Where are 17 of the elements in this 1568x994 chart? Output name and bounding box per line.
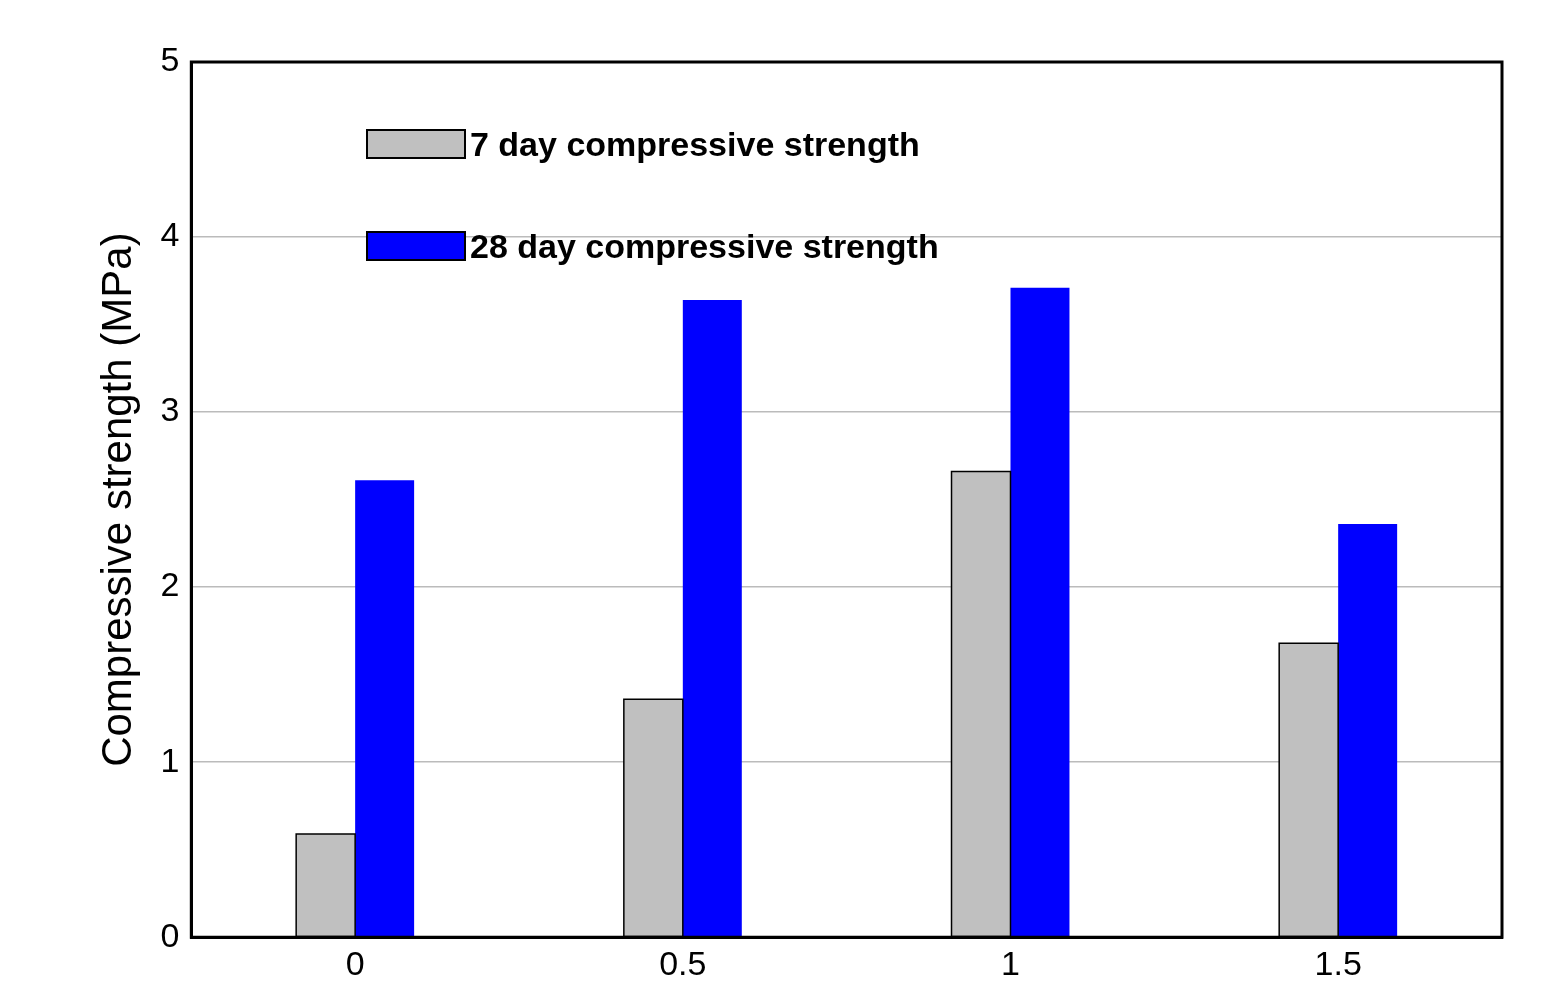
x-tick-label: 0.5 bbox=[659, 943, 707, 982]
y-tick-label: 1 bbox=[160, 740, 180, 779]
x-tick-label: 1 bbox=[1001, 943, 1020, 982]
y-tick-label: 4 bbox=[160, 215, 180, 254]
legend-label: 28 day compressive strength bbox=[470, 226, 939, 266]
bar bbox=[1010, 287, 1070, 937]
y-axis-title: Compressive strength (MPa) bbox=[92, 232, 140, 767]
y-tick-label: 2 bbox=[160, 565, 180, 604]
x-tick-label: 0 bbox=[345, 943, 365, 982]
x-tick-label: 1.5 bbox=[1314, 943, 1362, 982]
y-tick-label: 0 bbox=[160, 915, 180, 954]
legend-label: 7 day compressive strength bbox=[470, 124, 920, 164]
y-tick-label: 3 bbox=[160, 390, 180, 429]
bar bbox=[355, 480, 415, 937]
y-tick-label: 5 bbox=[160, 40, 180, 79]
bar bbox=[682, 300, 742, 937]
bar bbox=[1338, 524, 1398, 937]
